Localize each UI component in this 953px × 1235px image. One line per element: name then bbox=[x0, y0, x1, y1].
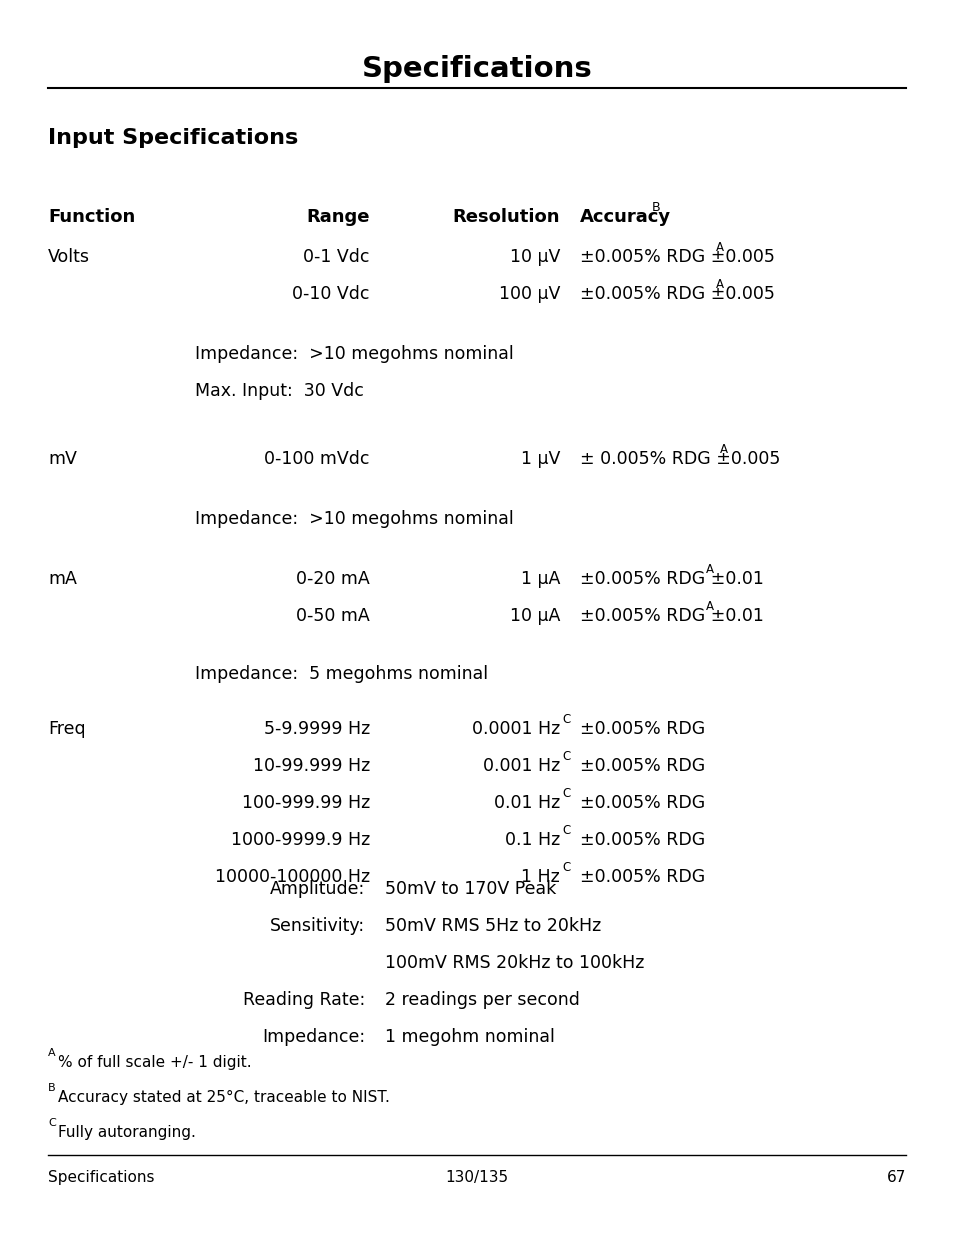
Text: Range: Range bbox=[306, 207, 370, 226]
Text: 1 Hz: 1 Hz bbox=[520, 868, 559, 885]
Text: Max. Input:  30 Vdc: Max. Input: 30 Vdc bbox=[194, 382, 363, 400]
Text: 0.01 Hz: 0.01 Hz bbox=[494, 794, 559, 811]
Text: A: A bbox=[716, 241, 723, 254]
Text: ±0.005% RDG ±0.005: ±0.005% RDG ±0.005 bbox=[579, 285, 774, 303]
Text: C: C bbox=[48, 1118, 55, 1128]
Text: A: A bbox=[705, 600, 713, 613]
Text: 0-1 Vdc: 0-1 Vdc bbox=[303, 248, 370, 266]
Text: C: C bbox=[561, 787, 570, 800]
Text: 10000-100000 Hz: 10000-100000 Hz bbox=[214, 868, 370, 885]
Text: Impedance:: Impedance: bbox=[262, 1028, 365, 1046]
Text: Accuracy stated at 25°C, traceable to NIST.: Accuracy stated at 25°C, traceable to NI… bbox=[58, 1091, 390, 1105]
Text: 2 readings per second: 2 readings per second bbox=[385, 990, 579, 1009]
Text: Specifications: Specifications bbox=[361, 56, 592, 83]
Text: C: C bbox=[561, 713, 570, 726]
Text: Impedance:  5 megohms nominal: Impedance: 5 megohms nominal bbox=[194, 664, 488, 683]
Text: 50mV to 170V Peak: 50mV to 170V Peak bbox=[385, 881, 556, 898]
Text: ±0.005% RDG ±0.01: ±0.005% RDG ±0.01 bbox=[579, 571, 763, 588]
Text: 0.001 Hz: 0.001 Hz bbox=[482, 757, 559, 776]
Text: C: C bbox=[561, 750, 570, 763]
Text: Function: Function bbox=[48, 207, 135, 226]
Text: Specifications: Specifications bbox=[48, 1170, 154, 1186]
Text: C: C bbox=[561, 861, 570, 874]
Text: B: B bbox=[48, 1083, 55, 1093]
Text: C: C bbox=[561, 824, 570, 837]
Text: 1 μV: 1 μV bbox=[520, 450, 559, 468]
Text: 100mV RMS 20kHz to 100kHz: 100mV RMS 20kHz to 100kHz bbox=[385, 953, 643, 972]
Text: A: A bbox=[48, 1049, 55, 1058]
Text: 10-99.999 Hz: 10-99.999 Hz bbox=[253, 757, 370, 776]
Text: 100-999.99 Hz: 100-999.99 Hz bbox=[241, 794, 370, 811]
Text: 0-10 Vdc: 0-10 Vdc bbox=[293, 285, 370, 303]
Text: ±0.005% RDG: ±0.005% RDG bbox=[579, 757, 704, 776]
Text: 50mV RMS 5Hz to 20kHz: 50mV RMS 5Hz to 20kHz bbox=[385, 918, 600, 935]
Text: Amplitude:: Amplitude: bbox=[270, 881, 365, 898]
Text: 130/135: 130/135 bbox=[445, 1170, 508, 1186]
Text: Fully autoranging.: Fully autoranging. bbox=[58, 1125, 195, 1140]
Text: Reading Rate:: Reading Rate: bbox=[242, 990, 365, 1009]
Text: 0.0001 Hz: 0.0001 Hz bbox=[471, 720, 559, 739]
Text: Volts: Volts bbox=[48, 248, 90, 266]
Text: 10 μV: 10 μV bbox=[509, 248, 559, 266]
Text: 0-20 mA: 0-20 mA bbox=[296, 571, 370, 588]
Text: Freq: Freq bbox=[48, 720, 86, 739]
Text: ±0.005% RDG: ±0.005% RDG bbox=[579, 794, 704, 811]
Text: A: A bbox=[720, 443, 727, 456]
Text: Resolution: Resolution bbox=[452, 207, 559, 226]
Text: ±0.005% RDG: ±0.005% RDG bbox=[579, 868, 704, 885]
Text: 1000-9999.9 Hz: 1000-9999.9 Hz bbox=[231, 831, 370, 848]
Text: 1 μA: 1 μA bbox=[520, 571, 559, 588]
Text: 1 megohm nominal: 1 megohm nominal bbox=[385, 1028, 555, 1046]
Text: ±0.005% RDG: ±0.005% RDG bbox=[579, 831, 704, 848]
Text: Sensitivity:: Sensitivity: bbox=[270, 918, 365, 935]
Text: mA: mA bbox=[48, 571, 77, 588]
Text: ±0.005% RDG ±0.01: ±0.005% RDG ±0.01 bbox=[579, 606, 763, 625]
Text: 5-9.9999 Hz: 5-9.9999 Hz bbox=[263, 720, 370, 739]
Text: % of full scale +/- 1 digit.: % of full scale +/- 1 digit. bbox=[58, 1055, 252, 1070]
Text: 0.1 Hz: 0.1 Hz bbox=[504, 831, 559, 848]
Text: Impedance:  >10 megohms nominal: Impedance: >10 megohms nominal bbox=[194, 510, 514, 529]
Text: 67: 67 bbox=[885, 1170, 905, 1186]
Text: ±0.005% RDG ±0.005: ±0.005% RDG ±0.005 bbox=[579, 248, 774, 266]
Text: ± 0.005% RDG ±0.005: ± 0.005% RDG ±0.005 bbox=[579, 450, 780, 468]
Text: 100 μV: 100 μV bbox=[498, 285, 559, 303]
Text: Input Specifications: Input Specifications bbox=[48, 128, 298, 148]
Text: mV: mV bbox=[48, 450, 77, 468]
Text: 10 μA: 10 μA bbox=[509, 606, 559, 625]
Text: B: B bbox=[651, 201, 659, 214]
Text: A: A bbox=[716, 278, 723, 291]
Text: Impedance:  >10 megohms nominal: Impedance: >10 megohms nominal bbox=[194, 345, 514, 363]
Text: Accuracy: Accuracy bbox=[579, 207, 670, 226]
Text: 0-50 mA: 0-50 mA bbox=[296, 606, 370, 625]
Text: A: A bbox=[705, 563, 713, 576]
Text: 0-100 mVdc: 0-100 mVdc bbox=[264, 450, 370, 468]
Text: ±0.005% RDG: ±0.005% RDG bbox=[579, 720, 704, 739]
